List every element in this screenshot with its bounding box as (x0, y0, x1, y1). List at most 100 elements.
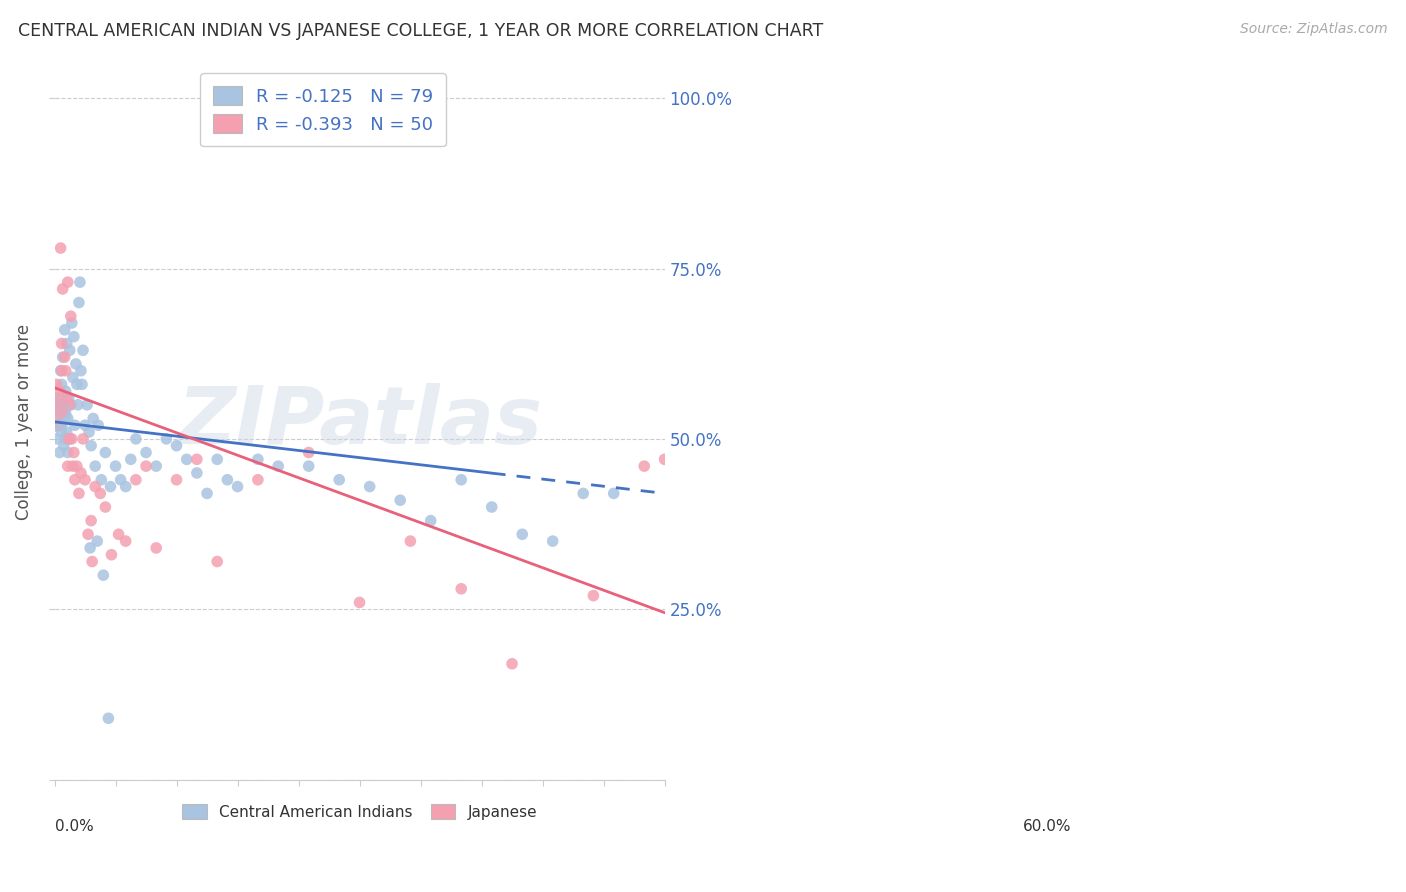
Point (48, 445, 70, 459)
Point (145, 541, 167, 555)
Point (58, 391, 80, 405)
Point (450, 473, 472, 487)
Text: 0.0%: 0.0% (55, 819, 93, 834)
Point (267, 459, 290, 474)
Point (80, 439, 103, 453)
Point (48, 404, 70, 418)
Point (389, 493, 412, 508)
Point (79, 541, 101, 555)
Point (72, 343, 94, 358)
Point (501, 657, 523, 671)
Point (97, 711, 120, 725)
Point (62, 459, 84, 474)
Point (67, 486, 90, 500)
Point (603, 486, 626, 500)
Point (186, 466, 208, 480)
Point (66, 377, 89, 392)
Point (52, 282, 75, 296)
Point (80, 514, 103, 528)
Point (100, 548, 122, 562)
Point (100, 479, 122, 493)
Point (53, 323, 76, 337)
Text: 60.0%: 60.0% (1022, 819, 1071, 834)
Point (63, 473, 86, 487)
Text: ZIPatlas: ZIPatlas (177, 383, 543, 461)
Point (246, 473, 269, 487)
Point (107, 527, 129, 541)
Point (195, 486, 218, 500)
Point (104, 459, 127, 474)
Point (52, 350, 75, 364)
Point (582, 589, 605, 603)
Point (56, 275, 79, 289)
Point (59, 398, 82, 412)
Point (67, 295, 90, 310)
Point (65, 357, 87, 371)
Point (541, 534, 564, 549)
Point (45, 418, 67, 433)
Point (53, 404, 76, 418)
Point (94, 500, 117, 514)
Point (63, 418, 86, 433)
Point (70, 466, 93, 480)
Point (59, 309, 82, 323)
Point (56, 459, 79, 474)
Point (205, 555, 228, 569)
Point (52, 398, 75, 412)
Point (419, 514, 441, 528)
Point (114, 534, 136, 549)
Point (70, 377, 93, 392)
Point (63, 329, 86, 343)
Point (145, 459, 167, 474)
Text: CENTRAL AMERICAN INDIAN VS JAPANESE COLLEGE, 1 YEAR OR MORE CORRELATION CHART: CENTRAL AMERICAN INDIAN VS JAPANESE COLL… (18, 22, 824, 40)
Point (246, 452, 269, 467)
Point (114, 479, 136, 493)
Point (481, 500, 503, 514)
Point (166, 473, 188, 487)
Point (155, 432, 177, 446)
Point (44, 401, 66, 416)
Point (82, 555, 104, 569)
Point (510, 527, 533, 541)
Point (55, 432, 77, 446)
Point (94, 445, 117, 459)
Point (205, 452, 228, 467)
Point (48, 384, 70, 399)
Legend: Central American Indians, Japanese: Central American Indians, Japanese (176, 798, 543, 826)
Point (45, 432, 67, 446)
Point (60, 432, 83, 446)
Point (51, 336, 73, 351)
Point (59, 398, 82, 412)
Point (66, 459, 89, 474)
Point (46, 398, 69, 412)
Point (654, 452, 676, 467)
Point (135, 445, 157, 459)
Point (73, 418, 96, 433)
Point (63, 445, 86, 459)
Point (59, 343, 82, 358)
Point (89, 486, 111, 500)
Point (55, 364, 77, 378)
Text: Source: ZipAtlas.com: Source: ZipAtlas.com (1240, 22, 1388, 37)
Point (120, 452, 142, 467)
Point (633, 459, 655, 474)
Point (125, 432, 148, 446)
Point (572, 486, 595, 500)
Point (125, 473, 148, 487)
Point (73, 473, 96, 487)
Point (82, 411, 104, 425)
Point (55, 391, 77, 405)
Point (176, 452, 198, 467)
Point (77, 425, 100, 439)
Point (60, 316, 83, 330)
Point (226, 479, 249, 493)
Point (186, 452, 208, 467)
Point (51, 377, 73, 392)
Point (44, 408, 66, 422)
Point (56, 411, 79, 425)
Point (298, 445, 321, 459)
Point (84, 459, 107, 474)
Point (349, 595, 371, 609)
Point (77, 527, 100, 541)
Point (359, 479, 381, 493)
